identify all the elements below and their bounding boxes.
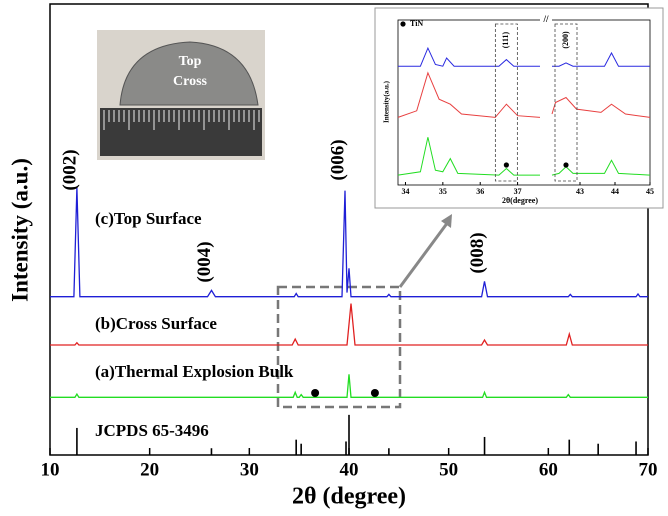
series-label: (a)Thermal Explosion Bulk	[95, 362, 294, 381]
pattern-line	[50, 303, 648, 346]
series-label: (c)Top Surface	[95, 209, 202, 228]
inset-peak-label: (111)	[501, 31, 510, 48]
tin-marker	[370, 389, 379, 397]
inset-plot-frame	[397, 19, 651, 186]
inset-x-tick-label: 34	[401, 187, 409, 196]
zoom-box	[276, 285, 402, 409]
y-axis-label: Intensity (a.u.)	[7, 158, 32, 302]
x-tick-label: 50	[439, 459, 458, 480]
inset-x-tick-label: 37	[514, 187, 522, 196]
legend-marker	[400, 21, 406, 27]
peak-box	[554, 23, 578, 182]
inset-pattern-line	[398, 46, 650, 67]
inset-pattern-line	[397, 137, 651, 176]
inset-peak-label: (200)	[561, 31, 570, 49]
inset-x-tick-label: 43	[576, 187, 584, 196]
inset-x-tick-label: 35	[439, 187, 447, 196]
photo-sample	[119, 41, 259, 106]
peak-label: (002)	[59, 149, 80, 190]
inset-frame	[374, 7, 664, 209]
inset-x-tick-label: 45	[646, 187, 654, 196]
peak-label: (008)	[467, 232, 488, 273]
axis-break-gap	[540, 16, 552, 24]
inset-x-tick-label: 44	[611, 187, 619, 196]
x-tick-label: 10	[41, 459, 60, 480]
photo-inset: Top Cross	[97, 30, 265, 160]
inset-x-tick-label: 36	[476, 187, 484, 196]
x-tick-label: 40	[340, 459, 359, 480]
pattern-line	[50, 187, 648, 298]
x-axis-label: 2θ (degree)	[292, 484, 406, 510]
peak-label: (004)	[194, 241, 215, 282]
tin-marker	[311, 389, 320, 397]
inset-x-label: 2θ(degree)	[502, 196, 538, 205]
zoom-arrow	[398, 221, 450, 288]
x-tick-label: 70	[639, 459, 658, 480]
series-label: JCPDS 65-3496	[95, 421, 209, 440]
x-tick-label: 20	[140, 459, 159, 480]
x-tick-label: 60	[539, 459, 558, 480]
x-tick-label: 30	[240, 459, 259, 480]
photo-ruler	[100, 108, 262, 156]
zoom-arrowhead	[441, 214, 452, 228]
peak-label: (006)	[327, 139, 348, 180]
photo-label: Top	[179, 54, 202, 69]
inset-tin-marker	[503, 162, 509, 168]
axis-break-mark: //	[542, 14, 549, 24]
inset-tin-marker	[563, 162, 569, 168]
peak-box	[494, 23, 518, 182]
legend-label: TiN	[410, 19, 423, 28]
inset-y-label: Intensity(a.u.)	[383, 80, 391, 123]
series-label: (b)Cross Surface	[95, 314, 217, 333]
photo-label: Cross	[173, 74, 208, 89]
pattern-line	[50, 374, 648, 398]
inset-pattern-line	[397, 71, 651, 118]
